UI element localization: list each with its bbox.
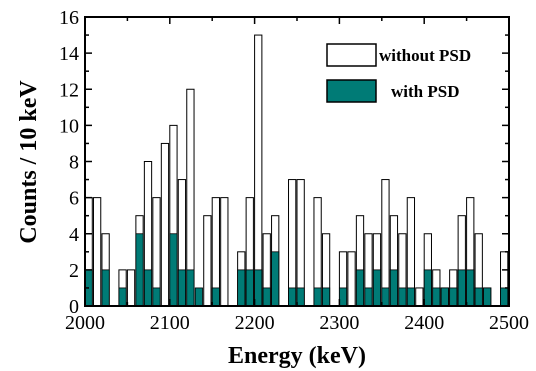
bar-with-psd <box>364 287 373 307</box>
bar-with-psd <box>500 287 509 307</box>
bar-with-psd <box>406 287 415 307</box>
bar-without-psd <box>254 34 263 307</box>
bar-with-psd <box>177 269 186 307</box>
legend-swatch-without-psd <box>326 43 377 67</box>
bar-with-psd <box>194 287 203 307</box>
bar-with-psd <box>355 269 365 307</box>
bar-without-psd <box>203 215 212 307</box>
legend-swatch-with-psd <box>326 79 377 103</box>
bar-with-psd <box>254 269 263 307</box>
x-tick-label: 2400 <box>404 312 444 334</box>
bar-with-psd <box>118 287 127 307</box>
legend-label-without-psd: without PSD <box>379 46 471 65</box>
x-tick-label: 2200 <box>235 312 275 334</box>
bar-with-psd <box>457 269 466 307</box>
y-tick-label: 12 <box>59 79 79 101</box>
bar-with-psd <box>313 287 322 307</box>
y-tick-label: 4 <box>69 224 79 246</box>
bar-without-psd <box>160 142 170 307</box>
bar-without-psd <box>126 269 136 307</box>
bar-without-psd <box>415 287 424 307</box>
bar-with-psd <box>186 269 195 307</box>
x-tick-label: 2300 <box>319 312 359 334</box>
y-tick-label: 14 <box>59 43 79 65</box>
bar-without-psd <box>92 197 102 307</box>
bar-with-psd <box>483 287 492 307</box>
x-tick-label: 2100 <box>150 312 190 334</box>
y-tick-label: 0 <box>69 296 79 318</box>
bar-with-psd <box>143 269 153 307</box>
y-axis-title: Counts / 10 keV <box>16 80 42 244</box>
bar-with-psd <box>169 233 178 307</box>
bar-with-psd <box>237 269 246 307</box>
bar-with-psd <box>211 287 220 307</box>
bar-with-psd <box>440 287 449 307</box>
bar-with-psd <box>381 287 390 307</box>
bar-with-psd <box>474 287 483 307</box>
plot-frame <box>84 16 510 307</box>
bar-without-psd <box>296 179 305 307</box>
y-tick-label: 6 <box>69 188 79 210</box>
bar-without-psd <box>381 179 390 307</box>
bar-with-psd <box>432 287 441 307</box>
bar-with-psd <box>296 287 305 307</box>
bar-with-psd <box>262 287 271 307</box>
x-tick-label: 2000 <box>65 312 105 334</box>
y-tick-label: 8 <box>69 152 79 174</box>
bar-with-psd <box>101 269 110 307</box>
bar-with-psd <box>398 287 407 307</box>
legend: without PSD with PSD <box>326 43 471 103</box>
bar-with-psd <box>466 269 475 307</box>
y-tick-label: 16 <box>59 7 79 29</box>
y-tick-label: 10 <box>59 115 79 137</box>
y-tick-label: 2 <box>69 260 79 282</box>
bar-with-psd <box>449 287 458 307</box>
bar-without-psd <box>288 179 297 307</box>
bar-with-psd <box>271 251 280 307</box>
bar-with-psd <box>372 269 382 307</box>
bar-with-psd <box>389 269 398 307</box>
legend-label-with-psd: with PSD <box>391 82 459 101</box>
x-tick-label: 2500 <box>489 312 529 334</box>
bar-with-psd <box>135 233 144 307</box>
bar-with-psd <box>338 287 348 307</box>
bar-with-psd <box>245 269 254 307</box>
x-axis-title: Energy (keV) <box>228 343 366 369</box>
bar-without-psd <box>220 197 229 307</box>
bar-with-psd <box>423 269 432 307</box>
bar-with-psd <box>152 287 161 307</box>
bar-with-psd <box>322 287 331 307</box>
bar-without-psd <box>347 251 356 307</box>
bar-with-psd <box>288 287 297 307</box>
